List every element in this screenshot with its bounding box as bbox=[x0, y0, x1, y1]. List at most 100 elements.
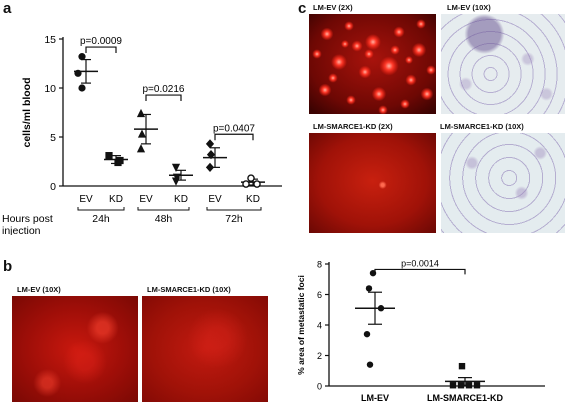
p-value-label: p=0.0216 bbox=[143, 84, 185, 95]
panel-c-image-2-label: LM-EV (10X) bbox=[447, 3, 491, 12]
p-value-label: p=0.0407 bbox=[213, 123, 255, 134]
data-point bbox=[365, 285, 373, 292]
data-point bbox=[137, 129, 147, 138]
panel-b-letter: b bbox=[3, 258, 13, 275]
data-point bbox=[78, 53, 86, 61]
data-point bbox=[136, 108, 146, 118]
panel-c-image-lm-smarce1-kd-10x bbox=[441, 133, 565, 233]
panel-a-letter: a bbox=[3, 0, 12, 17]
data-point bbox=[363, 330, 371, 338]
y-tick-label: 2 bbox=[317, 351, 322, 361]
panel-c-image-4-label: LM-SMARCE1-KD (10X) bbox=[440, 122, 524, 131]
y-tick-label: 8 bbox=[317, 260, 322, 270]
metastasis-spot bbox=[364, 49, 374, 59]
data-point bbox=[206, 150, 216, 160]
category-label: LM-SMARCE1-KD bbox=[427, 393, 503, 403]
y-axis-title: % area of metastatic foci bbox=[296, 275, 306, 375]
panel-c-image-lm-ev-10x bbox=[441, 14, 565, 114]
group-label: EV bbox=[79, 194, 93, 205]
metastasis-spot bbox=[318, 83, 332, 97]
y-tick-label: 0 bbox=[50, 181, 56, 193]
metastasis-spot bbox=[426, 65, 436, 75]
data-point bbox=[205, 139, 215, 149]
data-point bbox=[247, 174, 255, 182]
panel-c-image-1-label: LM-EV (2X) bbox=[313, 3, 353, 12]
metastasis-spot bbox=[331, 54, 347, 70]
time-group-bracket bbox=[137, 207, 190, 211]
data-point bbox=[457, 382, 465, 389]
metastasis-spot bbox=[320, 27, 334, 41]
metastasis-spot bbox=[312, 49, 322, 59]
y-axis-title: cells/ml blood bbox=[21, 77, 33, 147]
significance-bracket bbox=[214, 133, 254, 141]
group-label: KD bbox=[246, 194, 260, 205]
panel-a-chart: 0 5 10 15 cells/ml blood EV KD EV KD EV KD p=0.0009… bbox=[2, 34, 282, 235]
metastasis-spot bbox=[378, 105, 388, 114]
metastasis-spot bbox=[344, 21, 354, 31]
panel-b-image-lm-smarce1-kd bbox=[142, 296, 268, 402]
panel-c-image-lm-ev-2x bbox=[309, 14, 436, 114]
metastasis-spot bbox=[328, 73, 338, 83]
time-label: 72h bbox=[225, 213, 243, 225]
metastasis-spot bbox=[365, 34, 381, 50]
metastasis-spot bbox=[393, 26, 405, 38]
metastasis-spot bbox=[390, 45, 400, 55]
category-label: LM-EV bbox=[361, 393, 389, 403]
panel-c-image-lm-smarce1-kd-2x bbox=[309, 133, 436, 233]
data-point bbox=[171, 177, 181, 186]
data-point bbox=[449, 382, 457, 389]
significance-bracket bbox=[374, 268, 466, 275]
significance-bracket bbox=[85, 46, 117, 54]
data-point bbox=[458, 362, 466, 370]
data-point bbox=[205, 162, 215, 172]
panel-c-letter: c bbox=[298, 0, 307, 17]
significance-bracket bbox=[145, 94, 182, 102]
time-group-bracket bbox=[77, 207, 125, 211]
metastasis-spot bbox=[416, 19, 426, 29]
data-point bbox=[74, 69, 82, 77]
y-tick-label: 6 bbox=[317, 290, 322, 300]
y-tick-label: 0 bbox=[317, 382, 322, 392]
panel-c-chart: 0 2 4 6 8 % area of metastatic foci LM-EV LM-SM… bbox=[296, 258, 545, 403]
y-tick-label: 10 bbox=[44, 83, 56, 95]
data-point bbox=[171, 163, 181, 172]
group-label: KD bbox=[109, 194, 123, 205]
group-label: EV bbox=[139, 194, 153, 205]
metastasis-spot bbox=[351, 40, 363, 52]
data-point bbox=[116, 156, 124, 165]
time-label: 48h bbox=[155, 213, 173, 225]
data-point bbox=[105, 152, 113, 160]
x-row-title-line-2: injection bbox=[2, 225, 41, 235]
metastasis-spot bbox=[420, 87, 434, 101]
time-label: 24h bbox=[92, 213, 110, 225]
data-point bbox=[136, 144, 146, 153]
group-label: EV bbox=[208, 194, 222, 205]
data-point bbox=[377, 305, 385, 312]
y-tick-label: 4 bbox=[317, 321, 322, 331]
metastasis-spot bbox=[405, 56, 413, 64]
panel-b-image-1-label: LM-EV (10X) bbox=[17, 285, 61, 294]
data-point bbox=[465, 382, 473, 389]
y-tick-label: 15 bbox=[44, 34, 56, 46]
p-value-label: p=0.0014 bbox=[401, 258, 439, 268]
panel-b-image-2-label: LM-SMARCE1-KD (10X) bbox=[147, 285, 231, 294]
y-tick-label: 5 bbox=[50, 132, 56, 144]
metastasis-spot bbox=[411, 42, 427, 58]
group-label: KD bbox=[174, 194, 188, 205]
data-point bbox=[473, 382, 481, 389]
metastasis-spot bbox=[341, 40, 349, 48]
x-row-title-line-1: Hours post bbox=[2, 213, 53, 225]
time-group-bracket bbox=[206, 207, 262, 211]
metastasis-spot bbox=[405, 74, 417, 86]
data-point bbox=[366, 361, 374, 368]
data-point bbox=[242, 180, 250, 188]
data-point bbox=[253, 180, 261, 188]
data-point bbox=[78, 84, 86, 92]
metastasis-spot bbox=[400, 99, 410, 109]
metastasis-spot bbox=[358, 65, 372, 79]
p-value-label: p=0.0009 bbox=[80, 36, 122, 47]
metastasis-spot bbox=[371, 86, 387, 102]
metastasis-spot bbox=[346, 95, 356, 105]
panel-b-image-lm-ev bbox=[12, 296, 138, 402]
panel-c-image-3-label: LM-SMARCE1-KD (2X) bbox=[313, 122, 393, 131]
